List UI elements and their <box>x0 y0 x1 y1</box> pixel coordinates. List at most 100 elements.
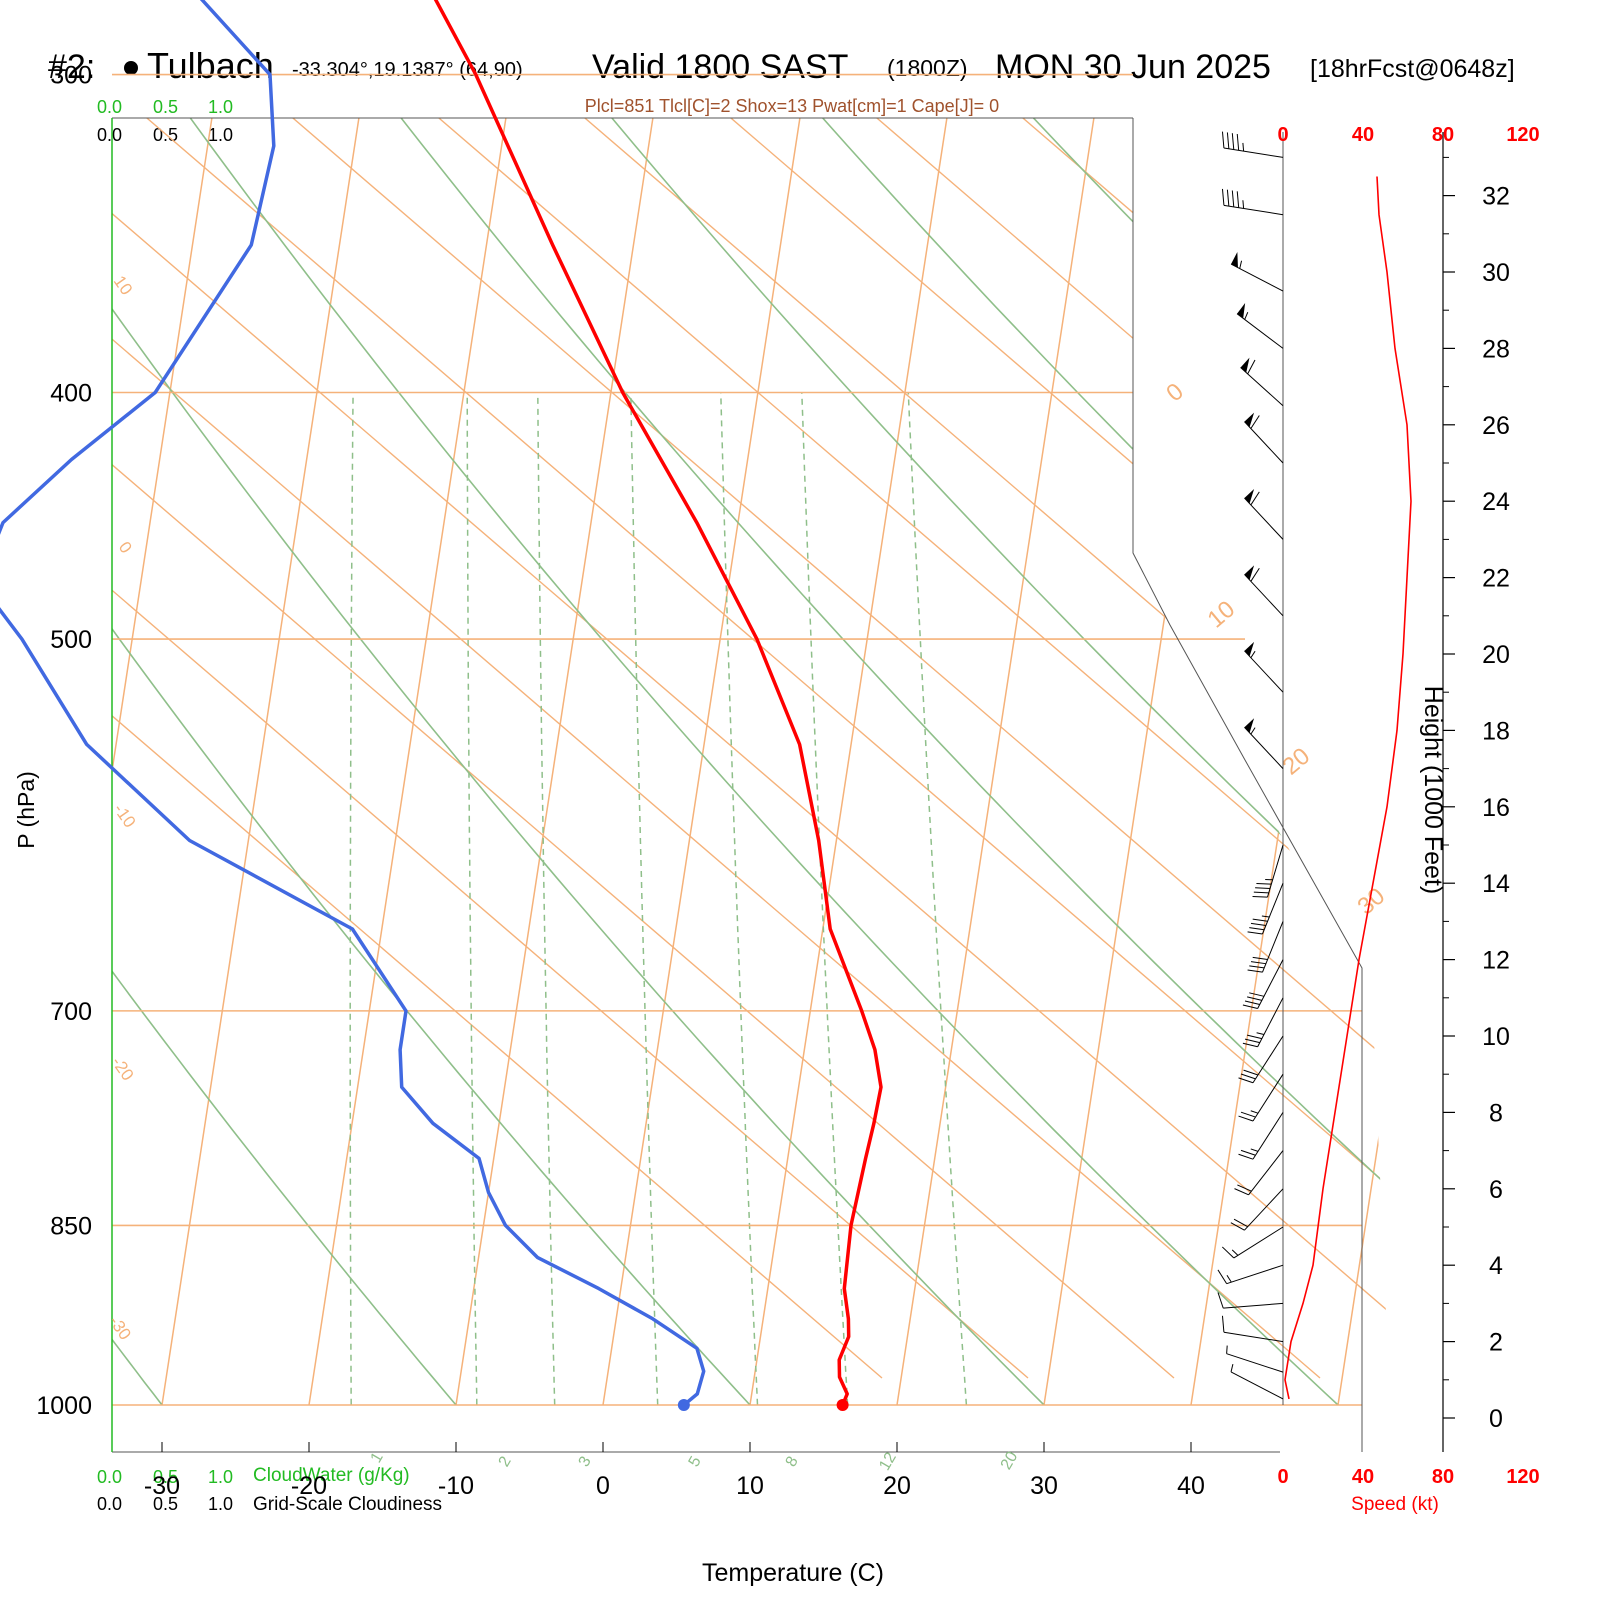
wind-barb <box>1244 718 1284 769</box>
valid-time-utc: (1800Z) <box>887 55 968 81</box>
dewpoint-profile-surface-point <box>677 1399 690 1411</box>
cloud-top-green-1: 0.5 <box>153 97 178 117</box>
cloud-bottom-green-0: 0.0 <box>97 1467 122 1487</box>
wind-barb-feather <box>1236 133 1240 151</box>
wind-barb <box>1247 883 1284 935</box>
isotherm-line <box>886 118 1139 1405</box>
dry-adiabat-line <box>112 118 213 1405</box>
wind-barb-feather <box>1252 895 1268 898</box>
wind-barb-staff <box>1226 1353 1284 1373</box>
isotherm-cross-line <box>112 118 1029 1379</box>
speed-tick-label-bottom: 0 <box>1277 1466 1288 1488</box>
wind-barb <box>1221 131 1284 158</box>
height-tick-label: 14 <box>1482 870 1510 898</box>
wind-barb-feather <box>1234 1188 1249 1196</box>
wind-barb-flag <box>1231 251 1238 268</box>
pressure-tick-label: 300 <box>50 62 92 90</box>
wind-barb-staff <box>1236 313 1284 349</box>
wind-barb-feather <box>1256 882 1272 885</box>
dry-adiabat-line <box>112 118 1390 1405</box>
wind-barb-staff <box>1233 1226 1284 1259</box>
wind-barb-feather <box>1242 1042 1258 1048</box>
isotherm-cross-line <box>257 118 1390 1379</box>
mixing-ratio-line <box>907 392 970 1405</box>
wind-barb-feather <box>1221 1315 1225 1333</box>
mixing-ratio-label-8: 8 <box>783 1454 802 1470</box>
x-tick-label: -10 <box>438 1472 474 1500</box>
wind-barb <box>1221 1226 1284 1259</box>
wind-barb-feather <box>1249 965 1265 969</box>
wind-barb-flag <box>1244 718 1255 733</box>
wind-barb <box>1238 1035 1284 1084</box>
wind-barb <box>1217 1264 1284 1285</box>
temperature-profile <box>433 0 883 1406</box>
wind-barb-half-feather <box>1244 311 1249 320</box>
isotherm-line <box>739 118 992 1405</box>
wind-barb-half-feather <box>1231 1249 1239 1256</box>
wind-barb-staff <box>1244 574 1284 617</box>
wind-barb-half-feather <box>1261 915 1270 918</box>
height-tick-label: 8 <box>1489 1099 1503 1127</box>
stability-indices: Plcl=851 Tlcl[C]=2 Shox=13 Pwat[cm]=1 Ca… <box>585 96 999 116</box>
wind-barb-staff <box>1244 650 1284 693</box>
dry-adiabat-line <box>1161 118 1390 1405</box>
height-tick-label: 2 <box>1489 1329 1503 1357</box>
isotherm-cross-line <box>112 118 1390 1379</box>
wind-barb-feather <box>1250 922 1266 926</box>
wind-barb-feather <box>1217 1292 1224 1309</box>
dewpoint-profile <box>0 0 706 1407</box>
wind-barb-half-feather <box>1250 1110 1259 1114</box>
height-tick-label: 32 <box>1482 183 1510 211</box>
speed-axis-label: Speed (kt) <box>1351 1494 1439 1515</box>
dry-adiabat-line <box>112 118 1110 1405</box>
x-tick-label: 0 <box>596 1472 610 1500</box>
station-coords: -33.304°,19.1387° (64,90) <box>292 59 523 81</box>
wind-barb-half-feather <box>1226 1345 1228 1354</box>
wind-barb-flag <box>1240 357 1250 373</box>
wind-barb <box>1226 1345 1284 1373</box>
wind-barb <box>1247 921 1284 973</box>
wind-barb-half-feather <box>1230 1363 1234 1373</box>
temperature-profile-surface-point <box>836 1399 849 1411</box>
wind-barb <box>1244 412 1284 464</box>
wind-barb-staff <box>1223 204 1284 216</box>
dry-adiabat-line <box>112 118 512 1405</box>
upper-isotherm-label-0: 0 <box>1161 378 1189 407</box>
isotherm-cross-line <box>112 118 1390 1379</box>
speed-tick-label-top: 0 <box>1277 124 1288 146</box>
wind-barb-feather <box>1252 918 1268 922</box>
dry-adiabat-line <box>379 118 1390 1405</box>
speed-tick-label-bottom: 80 <box>1432 1466 1454 1488</box>
isotherm-line <box>0 0 109 1469</box>
dry-adiabat-line <box>183 118 1390 1405</box>
wind-barb-flag <box>1244 489 1255 504</box>
mixing-ratio-label-3: 3 <box>576 1454 595 1470</box>
mixing-ratio-line <box>466 392 479 1405</box>
wind-barb <box>1236 302 1284 349</box>
isotherm-label-minus30: -30 <box>105 1312 135 1343</box>
cloud-bottom-black-0: 0.0 <box>97 1494 122 1514</box>
wind-barb-staff <box>1244 726 1284 769</box>
wind-barb-staff <box>1223 1331 1284 1343</box>
wind-barb <box>1244 641 1284 693</box>
cloud-scale-bottom: 0.0 0.5 1.0 CloudWater (g/Kg) 0.0 0.5 1.… <box>97 1465 442 1515</box>
mixing-ratio-label-5: 5 <box>686 1454 705 1470</box>
wind-barb-feather <box>1250 568 1260 582</box>
wind-barb-feather <box>1255 887 1271 889</box>
wind-barb-half-feather <box>1242 142 1245 152</box>
isotherm-line <box>1033 118 1286 1405</box>
wind-barb-feather <box>1221 1246 1235 1259</box>
pressure-tick-label: 850 <box>50 1212 92 1240</box>
wind-barb-feather <box>1253 891 1269 894</box>
isobars <box>112 73 1362 1406</box>
valid-date: MON 30 Jun 2025 <box>995 48 1271 86</box>
isotherm-labels: 10 0 -10 -20 -30 <box>105 272 139 1343</box>
dry-adiabat-line <box>112 118 811 1405</box>
cloud-bottom-black-2: 1.0 <box>208 1494 233 1514</box>
wind-barb <box>1230 251 1284 292</box>
header: #2: Tulbach -33.304°,19.1387° (64,90) Va… <box>48 45 1515 116</box>
wind-barb-feather <box>1226 189 1230 207</box>
isotherm-cross-line <box>112 118 1321 1379</box>
wind-barb-feather <box>1247 1034 1262 1040</box>
